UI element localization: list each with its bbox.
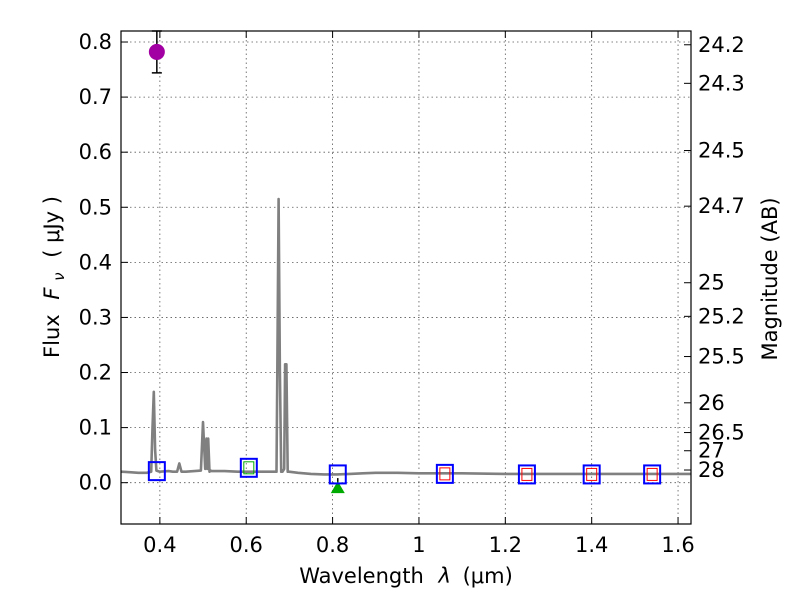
model-square-marker — [239, 457, 258, 478]
magnitude-tick-label: 24.7 — [698, 194, 745, 218]
x-tick-label: 0.4 — [143, 533, 176, 557]
inner-square-marker — [586, 467, 598, 481]
x-tick-label: 1 — [412, 533, 425, 557]
y-axis-title-text: Flux — [40, 314, 64, 358]
plot-frame — [120, 30, 692, 525]
y-tick-label: 0.7 — [79, 85, 112, 109]
x-axis-title-text: Wavelength — [299, 564, 424, 588]
y-tick-label: 0.1 — [79, 416, 112, 440]
x-axis-title: Wavelength λ (μm) — [299, 564, 513, 588]
y2-axis-title: Magnitude (AB) — [758, 197, 782, 360]
y-tick-label: 0.8 — [79, 30, 112, 54]
grid-layer — [121, 31, 691, 524]
series-layer — [120, 30, 691, 494]
x-axis-title-unit: (μm) — [463, 564, 513, 588]
magnitude-tick-label: 25 — [698, 271, 725, 295]
inner-square-marker — [646, 467, 658, 481]
x-axis-title-symbol: λ — [437, 564, 450, 588]
y-tick-label: 0.2 — [79, 361, 112, 385]
magnitude-tick-label: 27 — [698, 439, 725, 463]
magnitude-tick-label: 24.3 — [698, 71, 745, 95]
model-square-marker — [582, 464, 601, 485]
plot-background — [121, 31, 691, 524]
y-axis-title-symbol: F — [40, 287, 64, 300]
model-square-marker — [328, 464, 347, 485]
magnitude-tick-label: 25.2 — [698, 304, 745, 328]
magnitude-tick-label: 26.5 — [698, 421, 745, 445]
x-tick-label: 0.8 — [316, 533, 349, 557]
magnitude-tick-label: 24.2 — [698, 33, 745, 57]
y-tick-label: 0.3 — [79, 305, 112, 329]
tick-layer: 0.4 0.6 0.8 1 1.2 1.4 1.6 0.0 0.1 0.2 0.3 0.4 0.5 0.6… — [79, 30, 745, 557]
y-tick-label: 0.4 — [79, 250, 112, 274]
y-axis-title-subscript: ν — [50, 272, 68, 280]
model-square-marker — [517, 464, 536, 485]
x-tick-label: 1.4 — [575, 533, 608, 557]
x-tick-label: 1.2 — [489, 533, 522, 557]
y-tick-label: 0.0 — [79, 471, 112, 495]
model-square-marker — [643, 464, 662, 485]
upper-limit-marker — [330, 481, 345, 494]
magnitude-tick-label: 28 — [698, 458, 725, 482]
inner-square-marker — [521, 467, 533, 481]
inner-square-marker — [243, 461, 255, 475]
x-tick-label: 0.6 — [230, 533, 263, 557]
y-axis-title-unit: ( μJy ) — [40, 196, 64, 258]
y-tick-label: 0.5 — [79, 195, 112, 219]
magnitude-tick-label: 26 — [698, 391, 725, 415]
y-tick-label: 0.6 — [79, 140, 112, 164]
model-square-marker — [435, 463, 454, 484]
inner-square-marker — [439, 467, 451, 481]
x-tick-label: 1.6 — [661, 533, 694, 557]
model-square-marker — [147, 461, 166, 482]
photometry-point — [148, 43, 165, 60]
magnitude-tick-label: 24.5 — [698, 139, 745, 163]
magnitude-tick-label: 25.5 — [698, 345, 745, 369]
y-axis-title: Flux F ν ( μJy ) — [40, 196, 69, 358]
